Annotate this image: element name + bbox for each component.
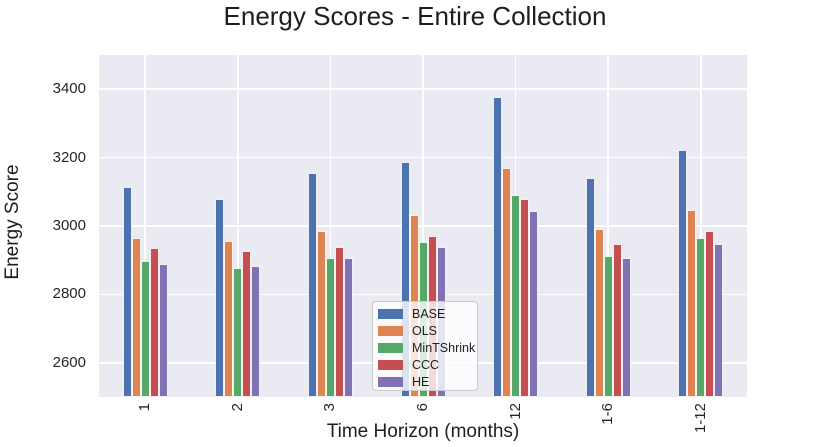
legend-row: CCC <box>378 357 477 374</box>
bar-mintshrink-1-12 <box>696 237 706 397</box>
legend-row: BASE <box>378 305 477 322</box>
legend-swatch-icon <box>378 377 403 388</box>
legend-label: CCC <box>412 358 440 373</box>
legend-label: BASE <box>412 306 446 321</box>
gridline-vertical <box>699 55 702 397</box>
y-tick-label: 3000 <box>52 217 86 234</box>
chart-title: Energy Scores - Entire Collection <box>223 1 607 31</box>
bar-base-1-12 <box>678 150 688 397</box>
bar-ccc-1-12 <box>705 231 715 397</box>
gridline-vertical <box>237 55 239 397</box>
x-tick-label: 2 <box>228 403 246 412</box>
x-tick-label: 12 <box>506 403 524 420</box>
bar-ols-2 <box>224 240 234 397</box>
gridline-vertical <box>144 55 147 397</box>
bar-base-2 <box>215 198 225 397</box>
legend-swatch-icon <box>378 308 403 319</box>
y-tick-label: 3200 <box>52 148 86 166</box>
legend-label: OLS <box>412 323 438 338</box>
bar-ols-12 <box>502 167 512 397</box>
bar-ccc-1 <box>149 247 159 397</box>
bar-ols-3 <box>316 231 326 397</box>
legend: BASE OLS MinTShrink CCC HE <box>372 301 478 391</box>
bar-base-1-6 <box>585 178 595 397</box>
legend-row: HE <box>378 374 477 391</box>
gridline-vertical <box>329 55 332 397</box>
bar-mintshrink-3 <box>325 257 335 397</box>
legend-swatch-icon <box>378 342 403 353</box>
bar-mintshrink-2 <box>233 268 243 397</box>
bar-mintshrink-12 <box>511 194 521 397</box>
bar-base-6 <box>400 162 410 397</box>
legend-row: OLS <box>378 322 477 339</box>
bar-ols-1-6 <box>594 229 604 397</box>
gridline-vertical <box>607 55 609 397</box>
y-axis-label: Energy Score <box>2 164 23 280</box>
legend-swatch-icon <box>378 360 403 371</box>
bar-base-12 <box>493 96 503 397</box>
bar-he-1-6 <box>621 257 631 397</box>
bar-ols-1-12 <box>687 209 697 397</box>
bar-he-1 <box>158 263 168 397</box>
x-axis-label: Time Horizon (months) <box>326 421 520 442</box>
legend-label: HE <box>412 375 430 390</box>
x-tick-label: 1 <box>136 403 154 412</box>
legend-label: MinTShrink <box>412 340 476 355</box>
legend-swatch-icon <box>378 325 403 336</box>
bar-mintshrink-1-6 <box>603 256 613 397</box>
bar-ccc-1-6 <box>612 244 622 397</box>
bar-ols-1 <box>131 237 141 397</box>
bar-ccc-12 <box>520 198 530 397</box>
y-tick-label: 3400 <box>52 80 86 98</box>
bar-ccc-3 <box>334 246 344 397</box>
x-tick-label: 6 <box>414 403 431 412</box>
y-tick-label: 2600 <box>52 353 86 371</box>
bar-he-12 <box>529 210 539 397</box>
bar-ccc-2 <box>242 250 252 397</box>
legend-row: MinTShrink <box>378 339 477 356</box>
bar-he-1-12 <box>714 243 724 397</box>
bar-base-1 <box>122 187 132 397</box>
gridline-vertical <box>422 55 424 397</box>
bar-he-3 <box>343 258 353 397</box>
x-tick-label: 3 <box>321 403 339 412</box>
bar-he-2 <box>251 266 261 397</box>
bar-mintshrink-1 <box>140 260 150 397</box>
bar-base-3 <box>307 172 317 397</box>
y-tick-label: 2800 <box>52 285 86 303</box>
